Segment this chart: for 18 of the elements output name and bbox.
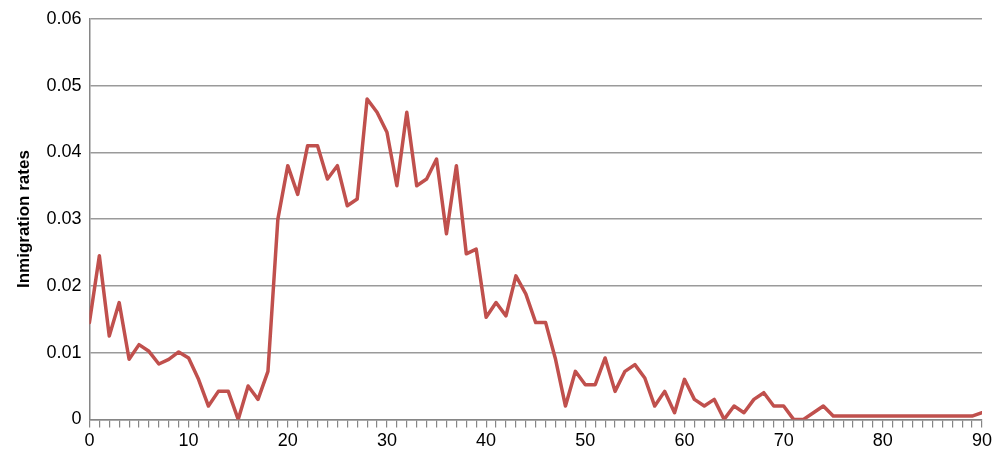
y-tick-label: 0.06 bbox=[46, 7, 82, 28]
y-axis-title: Inmigration rates bbox=[13, 150, 33, 289]
y-tick-label: 0.04 bbox=[46, 141, 82, 162]
x-tick-label: 30 bbox=[376, 430, 397, 451]
x-tick-label: 20 bbox=[277, 430, 298, 451]
y-tick-label: 0.01 bbox=[46, 341, 82, 362]
x-tick-label: 70 bbox=[773, 430, 794, 451]
x-tick-label: 90 bbox=[971, 430, 993, 451]
y-tick-label: 0.05 bbox=[46, 74, 82, 95]
x-tick-label: 10 bbox=[178, 430, 199, 451]
x-tick-label: 0 bbox=[84, 430, 95, 451]
y-tick-label: 0.02 bbox=[46, 274, 82, 295]
y-tick-label: 0.03 bbox=[46, 208, 82, 229]
x-tick-label: 80 bbox=[872, 430, 893, 451]
x-tick-label: 50 bbox=[575, 430, 596, 451]
x-tick-label: 40 bbox=[476, 430, 497, 451]
y-tick-label: 0 bbox=[71, 408, 82, 429]
x-tick-label: 60 bbox=[674, 430, 695, 451]
